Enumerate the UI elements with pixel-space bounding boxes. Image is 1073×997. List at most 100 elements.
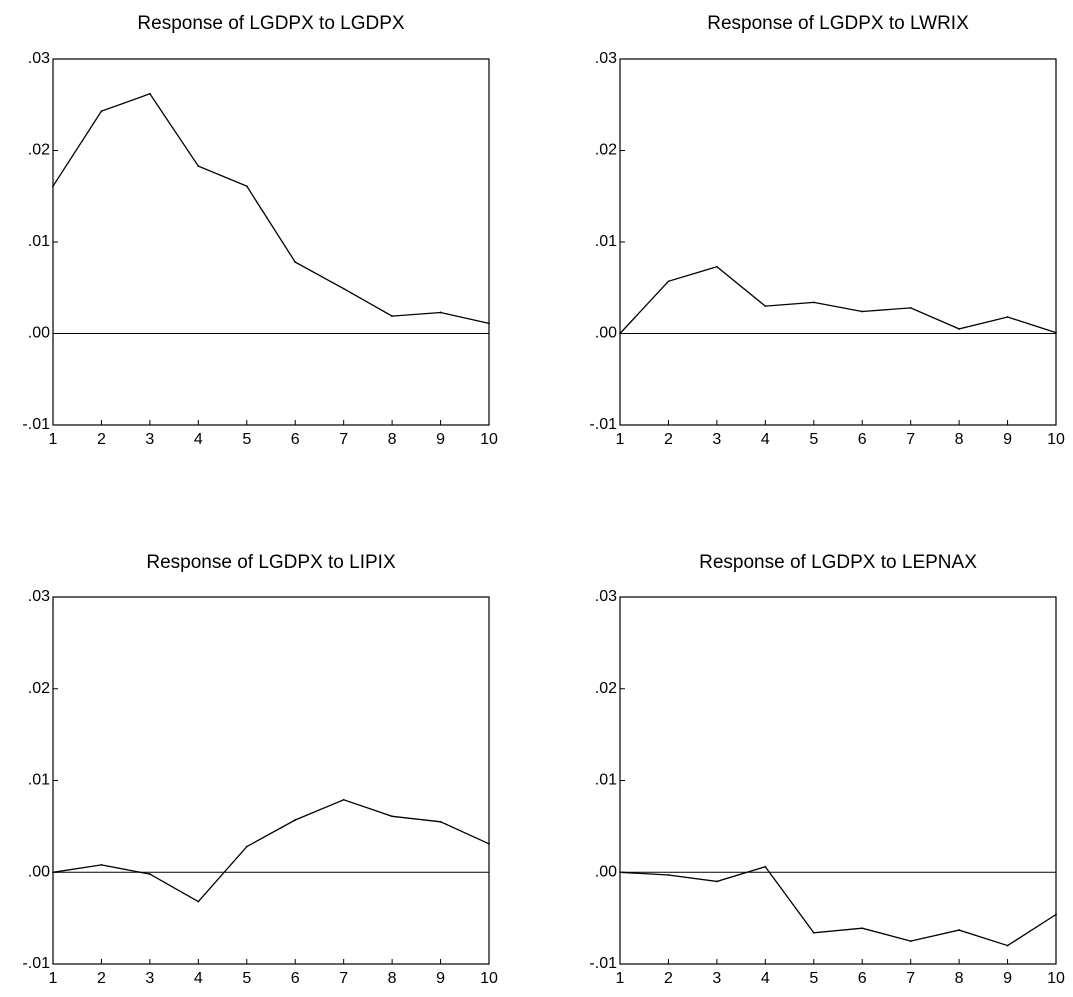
chart-title: Response of LGDPX to LIPIX xyxy=(146,552,396,573)
data-point xyxy=(148,92,151,95)
y-tick-label: -.01 xyxy=(589,416,617,433)
plot-frame xyxy=(619,58,1057,426)
response-series-line xyxy=(52,799,490,903)
response-series-line xyxy=(52,93,490,325)
x-tick-label: 4 xyxy=(194,970,203,987)
y-tick-label: .01 xyxy=(595,772,617,789)
y-tick-label: .03 xyxy=(28,588,50,605)
y-tick-label: .02 xyxy=(595,680,617,697)
x-tick-label: 10 xyxy=(1047,431,1065,448)
x-tick-label: 7 xyxy=(906,431,915,448)
x-tick-label: 6 xyxy=(291,431,300,448)
x-tick-label: 8 xyxy=(388,431,397,448)
x-tick-label: 2 xyxy=(97,431,106,448)
chart-title: Response of LGDPX to LEPNAX xyxy=(699,552,977,573)
data-point xyxy=(812,301,815,304)
data-point xyxy=(1006,944,1009,947)
y-tick-label: -.01 xyxy=(22,955,50,972)
plot-frame xyxy=(52,58,490,426)
x-tick-label: 5 xyxy=(242,431,251,448)
data-point xyxy=(619,871,621,874)
data-point xyxy=(245,185,248,188)
data-point xyxy=(52,185,54,188)
data-point xyxy=(100,110,103,113)
data-point xyxy=(715,880,718,883)
data-point xyxy=(861,927,864,930)
y-tick-label: -.01 xyxy=(589,955,617,972)
data-point xyxy=(439,311,442,314)
x-tick-label: 9 xyxy=(1003,431,1012,448)
x-tick-label: 4 xyxy=(194,431,203,448)
x-tick-label: 2 xyxy=(664,970,673,987)
x-tick-label: 4 xyxy=(761,970,770,987)
data-point xyxy=(667,874,670,876)
x-tick-label: 3 xyxy=(145,970,154,987)
data-point xyxy=(439,820,442,823)
x-tick-label: 8 xyxy=(388,970,397,987)
plot-frame xyxy=(619,596,1057,965)
x-tick-label: 8 xyxy=(955,431,964,448)
x-tick-label: 4 xyxy=(761,431,770,448)
x-tick-label: 3 xyxy=(145,431,154,448)
x-tick-label: 10 xyxy=(480,431,498,448)
response-series-line xyxy=(619,865,1057,947)
y-tick-label: .02 xyxy=(595,142,617,159)
data-point xyxy=(52,871,54,874)
y-tick-label: .00 xyxy=(28,325,50,342)
x-tick-label: 1 xyxy=(49,970,58,987)
y-tick-label: .03 xyxy=(595,588,617,605)
y-tick-label: .03 xyxy=(595,50,617,67)
x-tick-label: 2 xyxy=(664,431,673,448)
data-point xyxy=(1055,331,1057,334)
data-point xyxy=(342,287,345,290)
x-tick-label: 9 xyxy=(436,431,445,448)
x-tick-label: 1 xyxy=(49,431,58,448)
data-point xyxy=(909,306,912,309)
plot-frame xyxy=(52,596,490,965)
x-tick-label: 8 xyxy=(955,970,964,987)
y-tick-label: .01 xyxy=(28,233,50,250)
data-point xyxy=(812,931,815,934)
x-tick-label: 6 xyxy=(291,970,300,987)
data-point xyxy=(391,315,394,318)
data-point xyxy=(342,798,345,801)
x-tick-label: 6 xyxy=(858,970,867,987)
y-tick-label: .01 xyxy=(28,772,50,789)
x-tick-label: 7 xyxy=(339,970,348,987)
data-point xyxy=(197,900,200,903)
x-tick-label: 7 xyxy=(906,970,915,987)
x-tick-label: 5 xyxy=(242,970,251,987)
x-tick-label: 3 xyxy=(712,431,721,448)
x-tick-label: 5 xyxy=(809,431,818,448)
y-tick-label: -.01 xyxy=(22,416,50,433)
x-tick-label: 10 xyxy=(480,970,498,987)
chart-title: Response of LGDPX to LGDPX xyxy=(137,13,405,34)
data-point xyxy=(764,865,767,868)
y-tick-label: .03 xyxy=(28,50,50,67)
data-point xyxy=(861,310,864,313)
x-tick-label: 1 xyxy=(616,431,625,448)
data-point xyxy=(294,819,297,821)
data-point xyxy=(958,929,961,931)
data-point xyxy=(488,322,490,325)
data-point xyxy=(197,165,200,167)
data-point xyxy=(488,842,490,845)
chart-panel-4: Response of LGDPX to LEPNAX .03 .02 .01 .00 -… xyxy=(589,552,1065,987)
data-point xyxy=(667,280,670,283)
y-tick-label: .00 xyxy=(595,325,617,342)
chart-title: Response of LGDPX to LWRIX xyxy=(707,13,969,34)
response-series-line xyxy=(619,265,1057,334)
x-tick-label: 9 xyxy=(436,970,445,987)
x-tick-label: 3 xyxy=(712,970,721,987)
x-tick-label: 7 xyxy=(339,431,348,448)
data-point xyxy=(1055,913,1057,916)
data-point xyxy=(245,845,248,848)
x-tick-label: 9 xyxy=(1003,970,1012,987)
data-point xyxy=(391,815,394,818)
data-point xyxy=(100,864,103,866)
data-point xyxy=(958,328,961,330)
data-point xyxy=(1006,316,1009,318)
chart-panel-3: Response of LGDPX to LIPIX .03 .02 .01 .00 -.… xyxy=(22,552,498,987)
x-tick-label: 5 xyxy=(809,970,818,987)
